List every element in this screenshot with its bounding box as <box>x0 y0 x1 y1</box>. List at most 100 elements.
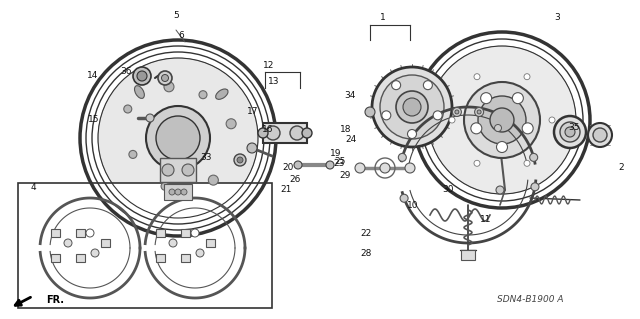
Bar <box>160 158 196 182</box>
Circle shape <box>560 122 580 142</box>
Circle shape <box>405 163 415 173</box>
Text: 26: 26 <box>289 175 301 184</box>
Bar <box>263 123 307 143</box>
Circle shape <box>495 124 502 131</box>
Circle shape <box>182 164 194 176</box>
Circle shape <box>380 75 444 139</box>
Circle shape <box>247 143 257 153</box>
Circle shape <box>497 142 508 152</box>
Circle shape <box>475 108 484 116</box>
Bar <box>18 183 272 308</box>
Circle shape <box>146 106 210 170</box>
Circle shape <box>408 130 417 138</box>
Circle shape <box>474 160 480 166</box>
Circle shape <box>156 116 200 160</box>
Text: 6: 6 <box>178 31 184 40</box>
Circle shape <box>565 127 575 137</box>
Circle shape <box>158 71 172 85</box>
Circle shape <box>175 189 181 195</box>
Circle shape <box>355 163 365 173</box>
Circle shape <box>449 117 455 123</box>
Circle shape <box>372 67 452 147</box>
Circle shape <box>398 153 406 161</box>
Circle shape <box>266 126 280 140</box>
Circle shape <box>258 128 268 138</box>
Text: 10: 10 <box>407 201 419 210</box>
Ellipse shape <box>216 89 228 99</box>
Circle shape <box>365 107 375 117</box>
Bar <box>156 254 165 262</box>
Circle shape <box>455 110 459 114</box>
Circle shape <box>396 91 428 123</box>
Text: 17: 17 <box>247 108 259 116</box>
Circle shape <box>91 249 99 257</box>
Bar <box>156 229 165 237</box>
Circle shape <box>162 164 174 176</box>
Circle shape <box>403 98 421 116</box>
Text: 28: 28 <box>360 249 372 257</box>
Circle shape <box>464 82 540 158</box>
Circle shape <box>86 229 94 237</box>
Circle shape <box>471 123 482 134</box>
Circle shape <box>554 116 586 148</box>
Circle shape <box>161 75 168 81</box>
Text: 29: 29 <box>339 170 351 180</box>
Circle shape <box>380 163 390 173</box>
Text: 14: 14 <box>87 70 99 79</box>
Circle shape <box>124 105 132 113</box>
Circle shape <box>234 154 246 166</box>
Text: 2: 2 <box>618 164 624 173</box>
Bar <box>51 229 60 237</box>
Text: 11: 11 <box>480 216 492 225</box>
Circle shape <box>478 96 526 144</box>
Text: 13: 13 <box>268 78 280 86</box>
Circle shape <box>237 157 243 163</box>
Circle shape <box>481 93 492 104</box>
Circle shape <box>522 123 533 134</box>
Circle shape <box>428 46 576 194</box>
Circle shape <box>496 186 504 194</box>
Circle shape <box>226 119 236 129</box>
Circle shape <box>424 81 433 90</box>
Circle shape <box>490 108 514 132</box>
Circle shape <box>294 161 302 169</box>
Circle shape <box>181 189 187 195</box>
Circle shape <box>524 74 530 80</box>
Circle shape <box>382 111 391 120</box>
Circle shape <box>161 182 169 190</box>
Circle shape <box>146 114 154 122</box>
Text: 20: 20 <box>282 164 294 173</box>
Circle shape <box>477 110 481 114</box>
Circle shape <box>196 249 204 257</box>
Circle shape <box>64 239 72 247</box>
Circle shape <box>169 239 177 247</box>
Circle shape <box>133 67 151 85</box>
Circle shape <box>164 82 174 92</box>
Circle shape <box>588 123 612 147</box>
Circle shape <box>191 229 199 237</box>
Circle shape <box>392 81 401 90</box>
Text: 19: 19 <box>330 149 342 158</box>
Text: 35: 35 <box>568 123 580 132</box>
Circle shape <box>199 91 207 99</box>
Ellipse shape <box>134 86 145 99</box>
Text: 16: 16 <box>262 125 274 135</box>
Text: 30: 30 <box>442 186 454 195</box>
Bar <box>206 239 215 247</box>
Bar <box>461 250 475 260</box>
Circle shape <box>129 151 137 159</box>
Circle shape <box>452 108 461 116</box>
Text: 36: 36 <box>120 68 132 77</box>
Text: 1: 1 <box>380 13 386 23</box>
Circle shape <box>474 74 480 80</box>
Circle shape <box>326 161 334 169</box>
Bar <box>181 254 190 262</box>
Text: 34: 34 <box>344 91 356 100</box>
Text: 25: 25 <box>334 158 346 167</box>
Circle shape <box>433 111 442 120</box>
Circle shape <box>524 160 530 166</box>
Circle shape <box>530 153 538 161</box>
Text: 12: 12 <box>263 61 275 70</box>
Circle shape <box>209 175 218 185</box>
Text: 21: 21 <box>280 186 292 195</box>
